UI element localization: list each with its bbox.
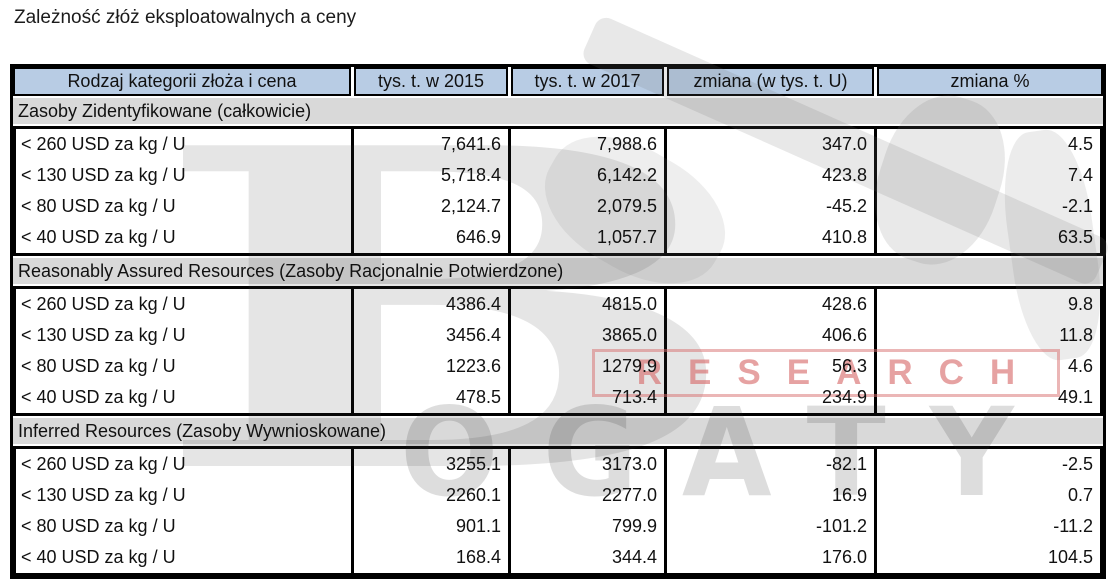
value-2017-cell: 713.4: [511, 382, 664, 413]
price-category-cell: < 40 USD za kg / U: [16, 382, 351, 413]
section-header-identified: Zasoby Zidentyfikowane (całkowicie): [13, 98, 1103, 124]
column-header-2017: tys. t. w 2017: [511, 67, 664, 96]
change-cell: 176.0: [667, 542, 874, 573]
resources-table: Rodzaj kategorii złoża i cena tys. t. w …: [10, 64, 1106, 579]
value-2015-cell: 168.4: [354, 542, 508, 573]
price-category-cell: < 260 USD za kg / U: [16, 129, 351, 160]
value-2017-cell: 799.9: [511, 511, 664, 542]
change-cell: -82.1: [667, 449, 874, 480]
change-pct-cell: -11.2: [877, 511, 1100, 542]
price-category-cell: < 260 USD za kg / U: [16, 289, 351, 320]
change-pct-cell: 0.7: [877, 480, 1100, 511]
price-category-cell: < 130 USD za kg / U: [16, 320, 351, 351]
price-category-cell: < 80 USD za kg / U: [16, 191, 351, 222]
change-cell: 428.6: [667, 289, 874, 320]
value-2017-cell: 1,057.7: [511, 222, 664, 253]
change-pct-cell: 7.4: [877, 160, 1100, 191]
change-cell: 423.8: [667, 160, 874, 191]
change-pct-cell: 49.1: [877, 382, 1100, 413]
change-pct-cell: 4.6: [877, 351, 1100, 382]
value-2015-cell: 7,641.6: [354, 129, 508, 160]
price-category-cell: < 40 USD za kg / U: [16, 222, 351, 253]
change-pct-cell: 63.5: [877, 222, 1100, 253]
value-2015-cell: 2260.1: [354, 480, 508, 511]
data-block-inferred: < 260 USD za kg / U 3255.1 3173.0 -82.1 …: [13, 446, 1103, 576]
price-category-cell: < 80 USD za kg / U: [16, 351, 351, 382]
change-pct-cell: 11.8: [877, 320, 1100, 351]
change-cell: 234.9: [667, 382, 874, 413]
section-header-reasonably-assured: Reasonably Assured Resources (Zasoby Rac…: [13, 258, 1103, 284]
value-2017-cell: 4815.0: [511, 289, 664, 320]
data-block-identified: < 260 USD za kg / U 7,641.6 7,988.6 347.…: [13, 126, 1103, 256]
value-2015-cell: 5,718.4: [354, 160, 508, 191]
change-cell: -101.2: [667, 511, 874, 542]
change-cell: 16.9: [667, 480, 874, 511]
value-2017-cell: 344.4: [511, 542, 664, 573]
change-pct-cell: 4.5: [877, 129, 1100, 160]
section-header-inferred: Inferred Resources (Zasoby Wywnioskowane…: [13, 418, 1103, 444]
change-cell: 347.0: [667, 129, 874, 160]
value-2017-cell: 3173.0: [511, 449, 664, 480]
data-block-reasonably-assured: < 260 USD za kg / U 4386.4 4815.0 428.6 …: [13, 286, 1103, 416]
change-pct-cell: 9.8: [877, 289, 1100, 320]
price-category-cell: < 80 USD za kg / U: [16, 511, 351, 542]
value-2015-cell: 3456.4: [354, 320, 508, 351]
value-2015-cell: 2,124.7: [354, 191, 508, 222]
price-category-cell: < 130 USD za kg / U: [16, 480, 351, 511]
price-category-cell: < 260 USD za kg / U: [16, 449, 351, 480]
change-pct-cell: -2.1: [877, 191, 1100, 222]
change-cell: 410.8: [667, 222, 874, 253]
change-cell: -45.2: [667, 191, 874, 222]
value-2015-cell: 4386.4: [354, 289, 508, 320]
table-header-row: Rodzaj kategorii złoża i cena tys. t. w …: [13, 67, 1103, 96]
value-2017-cell: 2,079.5: [511, 191, 664, 222]
value-2015-cell: 646.9: [354, 222, 508, 253]
change-pct-cell: 104.5: [877, 542, 1100, 573]
value-2015-cell: 1223.6: [354, 351, 508, 382]
column-header-change-pct: zmiana %: [877, 67, 1103, 96]
value-2015-cell: 901.1: [354, 511, 508, 542]
column-header-category: Rodzaj kategorii złoża i cena: [13, 67, 351, 96]
value-2015-cell: 478.5: [354, 382, 508, 413]
change-pct-cell: -2.5: [877, 449, 1100, 480]
value-2015-cell: 3255.1: [354, 449, 508, 480]
value-2017-cell: 1279.9: [511, 351, 664, 382]
page-title: Zależność złóż eksploatowalnych a ceny: [14, 7, 357, 28]
column-header-change: zmiana (w tys. t. U): [667, 67, 874, 96]
change-cell: 56.3: [667, 351, 874, 382]
column-header-2015: tys. t. w 2015: [354, 67, 508, 96]
value-2017-cell: 3865.0: [511, 320, 664, 351]
value-2017-cell: 6,142.2: [511, 160, 664, 191]
value-2017-cell: 2277.0: [511, 480, 664, 511]
price-category-cell: < 40 USD za kg / U: [16, 542, 351, 573]
price-category-cell: < 130 USD za kg / U: [16, 160, 351, 191]
value-2017-cell: 7,988.6: [511, 129, 664, 160]
change-cell: 406.6: [667, 320, 874, 351]
